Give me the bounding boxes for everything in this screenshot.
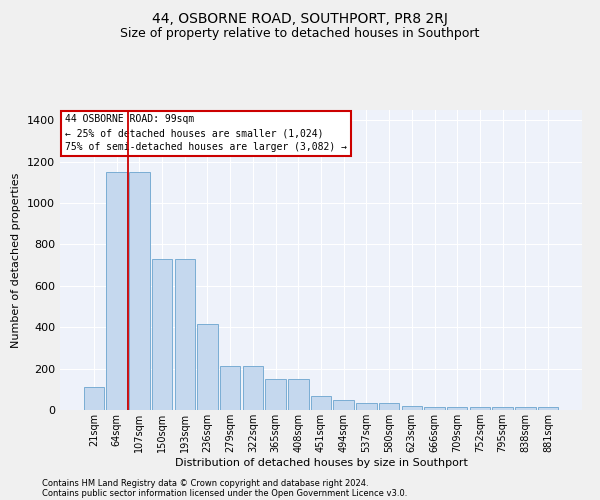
Bar: [84, 387, 104, 410]
Y-axis label: Number of detached properties: Number of detached properties: [11, 172, 22, 348]
Bar: [152, 259, 172, 410]
Text: Size of property relative to detached houses in Southport: Size of property relative to detached ho…: [121, 28, 479, 40]
Bar: [334, 400, 354, 410]
Bar: [493, 408, 513, 410]
Bar: [401, 406, 422, 410]
Bar: [106, 172, 127, 410]
Bar: [379, 404, 400, 410]
Text: Contains public sector information licensed under the Open Government Licence v3: Contains public sector information licen…: [42, 488, 407, 498]
Bar: [470, 408, 490, 410]
Text: Contains HM Land Registry data © Crown copyright and database right 2024.: Contains HM Land Registry data © Crown c…: [42, 478, 368, 488]
Bar: [197, 324, 218, 410]
Bar: [447, 407, 467, 410]
X-axis label: Distribution of detached houses by size in Southport: Distribution of detached houses by size …: [175, 458, 467, 468]
Bar: [515, 408, 536, 410]
Bar: [242, 366, 263, 410]
Bar: [424, 407, 445, 410]
Bar: [288, 379, 308, 410]
Text: 44, OSBORNE ROAD, SOUTHPORT, PR8 2RJ: 44, OSBORNE ROAD, SOUTHPORT, PR8 2RJ: [152, 12, 448, 26]
Bar: [356, 404, 377, 410]
Bar: [311, 396, 331, 410]
Bar: [538, 408, 558, 410]
Text: 44 OSBORNE ROAD: 99sqm
← 25% of detached houses are smaller (1,024)
75% of semi-: 44 OSBORNE ROAD: 99sqm ← 25% of detached…: [65, 114, 347, 152]
Bar: [175, 259, 195, 410]
Bar: [220, 366, 241, 410]
Bar: [265, 379, 286, 410]
Bar: [129, 172, 149, 410]
